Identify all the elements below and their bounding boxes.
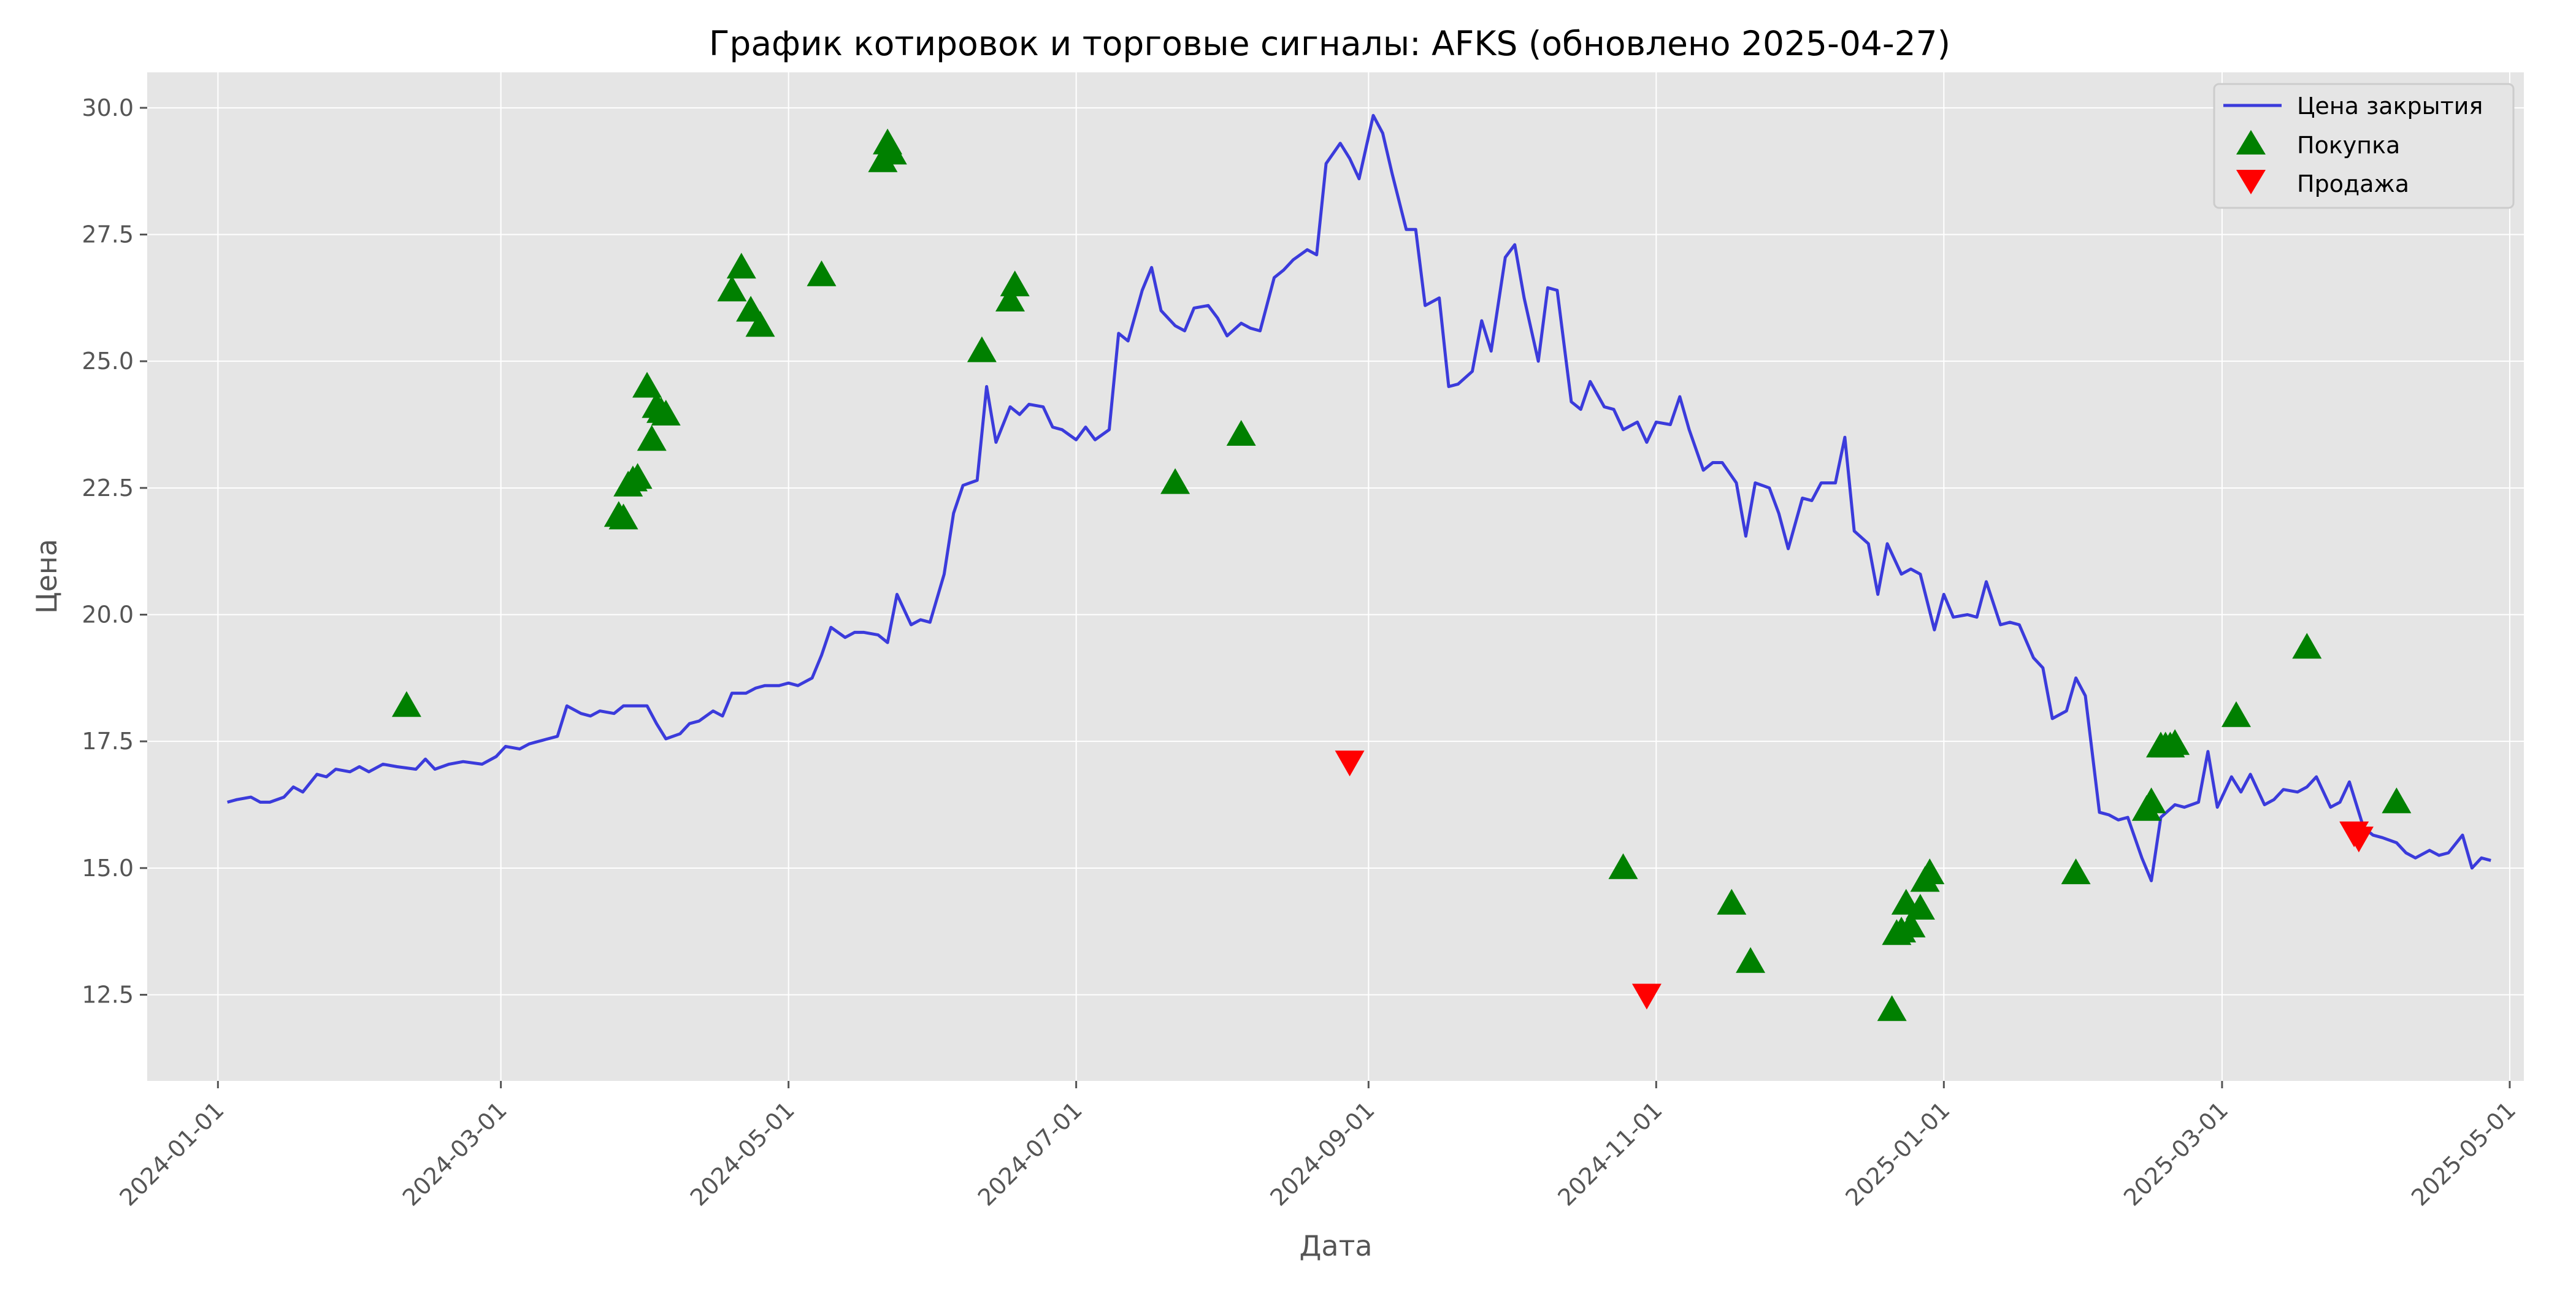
x-tick-label-4: 2024-09-01 [1265,1096,1379,1211]
x-axis-ticks: 2024-01-01 2024-03-01 2024-05-01 2024-07-01… [114,1081,2521,1212]
buy-marker-24 [1608,853,1638,879]
y-tick-label-4: 22.5 [82,475,134,502]
buy-marker-32 [1905,893,1935,920]
y-tick-label-3: 20.0 [82,601,134,628]
buy-marker-12 [726,253,756,279]
grid-vertical [217,72,2510,1081]
buy-marker-22 [1160,468,1190,494]
plot-area [147,72,2524,1081]
x-tick-label-3: 2024-07-01 [973,1096,1087,1211]
series-line-0 [227,113,2491,882]
buy-marker-5 [623,463,653,489]
buy-marker-0 [391,691,421,717]
x-tick-label-8: 2025-05-01 [2406,1096,2521,1211]
buy-marker-42 [2221,701,2251,727]
x-tick-label-6: 2025-01-01 [1840,1096,1955,1211]
y-axis-label: Цена [30,539,63,614]
legend-label-close: Цена закрытия [2297,93,2483,120]
buy-marker-35 [2061,858,2091,885]
buy-marker-15 [807,260,837,286]
legend-label-buy: Покупка [2297,132,2400,159]
buy-marker-23 [1226,420,1256,446]
buy-marker-10 [651,400,681,426]
buy-marker-19 [967,336,997,362]
buy-marker-21 [1000,270,1030,297]
buy-marker-26 [1736,947,1766,973]
buy-marker-31 [1896,911,1926,937]
buy-marker-41 [2160,729,2190,755]
buy-marker-37 [2136,787,2166,814]
y-axis-ticks: 12.5 15.0 17.5 20.0 22.5 25.0 27.5 30.0 [82,94,147,1008]
x-tick-label-7: 2025-03-01 [2118,1096,2233,1211]
x-axis-label: Дата [1299,1229,1372,1262]
buy-marker-18 [877,139,907,165]
legend-label-sell: Продажа [2297,170,2409,197]
x-tick-label-2: 2024-05-01 [685,1096,800,1211]
buy-marker-43 [2292,633,2322,659]
buy-marker-27 [1877,995,1907,1021]
legend: Цена закрытия Покупка Продажа [2213,83,2515,209]
x-tick-label-1: 2024-03-01 [397,1096,512,1211]
buy-marker-34 [1915,858,1945,885]
buy-marker-20 [995,286,1025,311]
y-tick-label-6: 27.5 [82,221,134,248]
y-tick-label-7: 30.0 [82,94,134,121]
signals-layer [391,128,2412,1021]
buy-marker-14 [745,311,775,337]
y-tick-label-0: 12.5 [82,981,134,1008]
sell-marker-0 [1335,750,1365,777]
buy-marker-7 [637,425,667,451]
legend-box [2213,83,2515,209]
legend-buy-marker [2236,130,2266,155]
series-layer [227,113,2491,882]
buy-marker-2 [608,503,638,530]
y-tick-label-5: 25.0 [82,348,134,375]
sell-marker-3 [2344,826,2374,853]
buy-marker-44 [2382,787,2412,814]
sell-marker-1 [1631,983,1662,1010]
buy-marker-6 [632,372,662,398]
buy-marker-11 [717,275,747,302]
x-tick-label-0: 2024-01-01 [114,1096,229,1211]
chart-title: График котировок и торговые сигналы: AFK… [709,24,1950,63]
x-tick-label-5: 2024-11-01 [1552,1096,1667,1211]
buy-marker-25 [1717,888,1747,915]
y-tick-label-2: 17.5 [82,728,134,755]
legend-sell-marker [2236,170,2266,194]
y-tick-label-1: 15.0 [82,855,134,882]
